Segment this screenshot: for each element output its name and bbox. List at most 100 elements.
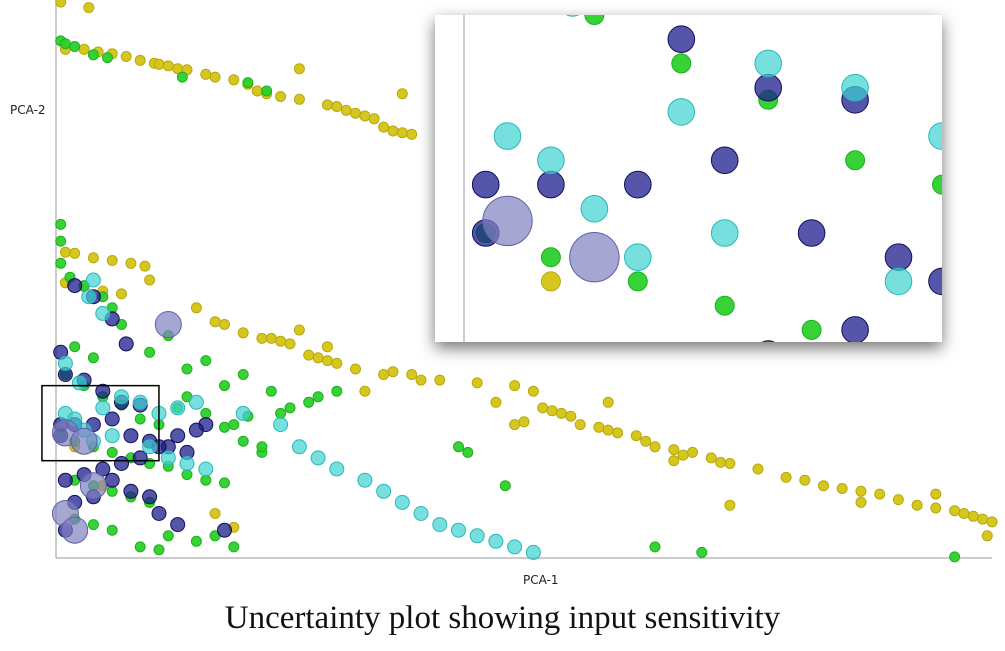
inset-point-green: [801, 319, 822, 340]
scatter-point-cyan: [394, 494, 410, 510]
scatter-point-yellow: [251, 85, 263, 97]
scatter-point-cyan: [376, 483, 392, 499]
scatter-point-navy: [95, 461, 111, 477]
inset-point-navy: [761, 340, 775, 342]
scatter-point-yellow: [219, 319, 230, 330]
scatter-point-yellow: [705, 452, 717, 464]
scatter-point-green: [134, 541, 146, 553]
scatter-point-green: [499, 480, 511, 492]
scatter-point-yellow: [537, 402, 549, 414]
scatter-point-yellow: [83, 2, 95, 14]
scatter-point-cyan: [179, 456, 195, 471]
plot-frame: [55, 2, 992, 559]
scatter-point-yellow: [555, 407, 567, 419]
scatter-point-yellow: [200, 68, 212, 80]
scatter-point-green: [219, 421, 230, 433]
scatter-point-yellow: [293, 63, 305, 75]
scatter-point-green: [256, 441, 268, 453]
inset-point-green: [540, 247, 561, 268]
scatter-point-yellow: [321, 99, 333, 111]
scatter-point-green: [176, 71, 188, 83]
scatter-point-cyan: [188, 394, 204, 410]
scatter-point-green: [228, 541, 240, 553]
scatter-point-yellow: [874, 488, 886, 500]
scatter-point-yellow: [125, 257, 137, 269]
scatter-point-yellow: [144, 274, 156, 286]
inset-point-cyan: [928, 122, 942, 150]
scatter-point-cyan: [525, 544, 541, 560]
scatter-point-green: [219, 477, 230, 489]
scatter-point-navy: [118, 336, 134, 352]
inset-point-cyan: [754, 49, 783, 78]
inset-point-navy: [928, 267, 942, 296]
scatter-point-yellow: [387, 366, 399, 378]
scatter-point-yellow: [668, 455, 680, 467]
scatter-point-green: [106, 524, 118, 536]
scatter-point-green: [87, 519, 99, 531]
scatter-point-green: [219, 380, 230, 392]
scatter-point-green: [162, 530, 174, 542]
scatter-point-cyan: [488, 533, 504, 549]
scatter-point-navy: [114, 456, 129, 471]
scatter-point-yellow: [518, 416, 530, 428]
zoom-inset-panel: [435, 15, 999, 376]
scatter-point-yellow: [668, 444, 680, 456]
scatter-point-green: [303, 396, 315, 408]
scatter-point-navy: [170, 517, 186, 533]
scatter-point-yellow: [87, 252, 99, 264]
scatter-point-navy: [188, 422, 204, 438]
scatter-point-green: [284, 402, 296, 414]
scatter-point-yellow: [892, 494, 904, 506]
scatter-point-yellow: [331, 101, 343, 112]
scatter-point-yellow: [818, 480, 829, 492]
scatter-point-green: [69, 41, 81, 52]
inset-point-green: [932, 174, 942, 195]
scatter-point-yellow: [958, 508, 970, 519]
scatter-point-lavender: [154, 311, 182, 338]
scatter-point-lavender: [79, 472, 107, 500]
scatter-point-yellow: [509, 419, 521, 431]
scatter-point-yellow: [546, 405, 558, 417]
inset-point-cyan: [972, 317, 999, 344]
scatter-point-green: [153, 544, 165, 556]
scatter-point-yellow: [752, 463, 764, 475]
scatter-point-yellow: [303, 349, 315, 361]
scatter-point-green: [265, 385, 277, 397]
scatter-point-navy: [57, 472, 73, 488]
scatter-point-cyan: [357, 472, 373, 488]
scatter-point-cyan: [235, 405, 251, 421]
scatter-point-yellow: [715, 456, 727, 468]
scatter-point-cyan: [95, 400, 111, 416]
scatter-point-yellow: [565, 410, 577, 422]
scatter-point-cyan: [198, 461, 214, 477]
inset-point-green: [976, 357, 995, 376]
scatter-point-navy: [104, 472, 120, 488]
scatter-point-cyan: [104, 428, 120, 444]
scatter-point-green: [106, 446, 118, 458]
inset-point-lavender: [569, 232, 620, 283]
scatter-point-cyan: [413, 506, 429, 521]
scatter-point-yellow: [406, 369, 418, 380]
scatter-point-green: [106, 485, 118, 497]
scatter-point-green: [228, 419, 240, 431]
scatter-point-cyan: [85, 272, 101, 288]
scatter-point-yellow: [228, 74, 240, 86]
zoom-region-rect: [41, 384, 160, 462]
scatter-point-yellow: [321, 341, 333, 353]
scatter-point-yellow: [509, 380, 521, 392]
scatter-point-green: [55, 235, 67, 247]
inset-point-navy: [537, 170, 565, 199]
scatter-point-cyan: [507, 539, 523, 555]
scatter-point-cyan: [95, 305, 111, 321]
scatter-point-yellow: [293, 93, 305, 105]
scatter-point-yellow: [930, 488, 942, 500]
scatter-point-cyan: [273, 417, 289, 433]
scatter-point-cyan: [451, 522, 466, 538]
main-point-layer: [51, 0, 998, 563]
scatter-point-yellow: [574, 419, 586, 431]
scatter-point-yellow: [209, 508, 221, 519]
scatter-point-yellow: [724, 499, 736, 511]
inset-point-green: [671, 53, 692, 74]
scatter-point-yellow: [396, 127, 408, 139]
scatter-point-cyan: [132, 394, 148, 410]
